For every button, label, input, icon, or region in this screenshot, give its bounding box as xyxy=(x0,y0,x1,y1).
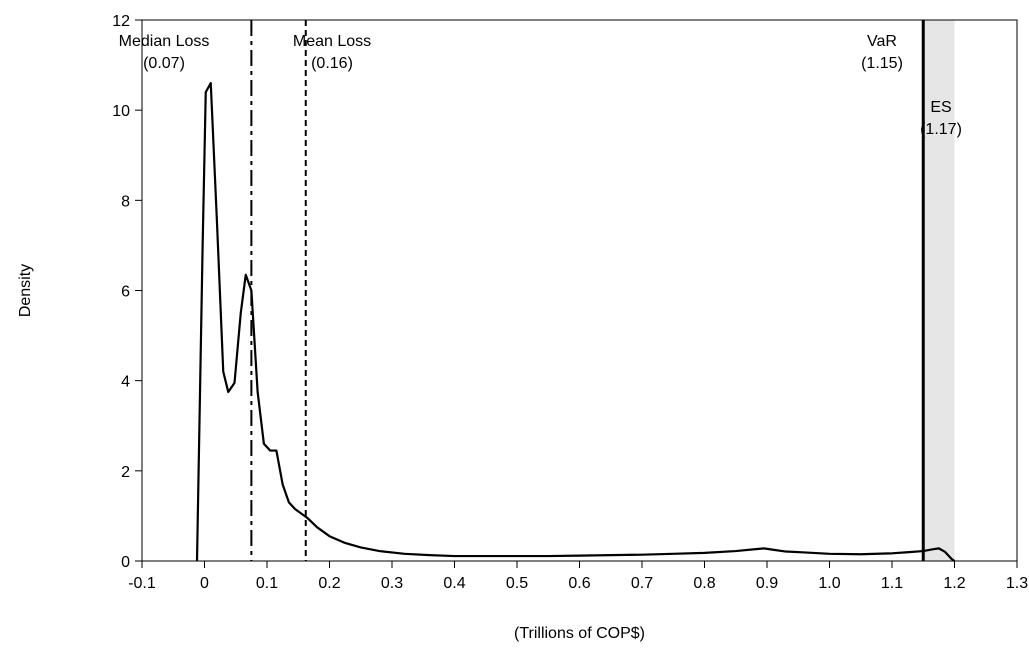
x-tick-label: 0 xyxy=(200,575,209,592)
x-tick-label: 1.0 xyxy=(818,575,840,592)
es-shaded-region xyxy=(923,20,955,561)
mean-loss-value: (0.16) xyxy=(311,55,353,72)
x-tick-label: 0.6 xyxy=(568,575,590,592)
x-tick-label: 0.8 xyxy=(693,575,715,592)
x-tick-label: 0.1 xyxy=(256,575,278,592)
y-tick-label: 6 xyxy=(121,284,130,301)
y-tick-label: 4 xyxy=(121,374,130,391)
x-tick-label: 0.5 xyxy=(506,575,528,592)
y-axis-title: Density xyxy=(17,264,34,317)
es-value: (1.17) xyxy=(920,121,962,138)
mean-loss-label: Mean Loss xyxy=(293,33,371,50)
x-tick-label: 0.3 xyxy=(381,575,403,592)
es-shaded-region-layer xyxy=(923,20,955,561)
x-tick-label: 1.1 xyxy=(881,575,903,592)
median-loss-value: (0.07) xyxy=(143,55,185,72)
y-tick-label: 10 xyxy=(112,103,130,120)
annotations-layer: Median Loss (0.07) Mean Loss (0.16) VaR (1.15… xyxy=(119,33,962,138)
y-tick-label: 12 xyxy=(112,13,130,30)
x-tick-label: 0.9 xyxy=(756,575,778,592)
x-tick-label: 0.4 xyxy=(443,575,465,592)
x-tick-label: -0.1 xyxy=(128,575,156,592)
reference-lines-layer xyxy=(250,20,925,561)
var-label: VaR xyxy=(867,33,897,50)
y-tick-label: 0 xyxy=(121,554,130,571)
x-axis-title: (Trillions of COP$) xyxy=(514,625,645,642)
density-line xyxy=(195,82,956,562)
var-value: (1.15) xyxy=(861,55,903,72)
x-tick-label: 0.7 xyxy=(631,575,653,592)
y-tick-label: 8 xyxy=(121,193,130,210)
x-tick-label: 1.2 xyxy=(943,575,965,592)
density-series-layer xyxy=(195,82,956,562)
es-label: ES xyxy=(930,99,951,116)
axes-layer: -0.1 0 0.1 0.2 0.3 0.4 0.5 0.6 0.7 0.8 0.9 1.0 1.1 1.… xyxy=(112,13,1028,592)
x-tick-label: 0.2 xyxy=(318,575,340,592)
y-tick-label: 2 xyxy=(121,464,130,481)
x-tick-label: 1.3 xyxy=(1006,575,1028,592)
median-loss-label: Median Loss xyxy=(119,33,210,50)
